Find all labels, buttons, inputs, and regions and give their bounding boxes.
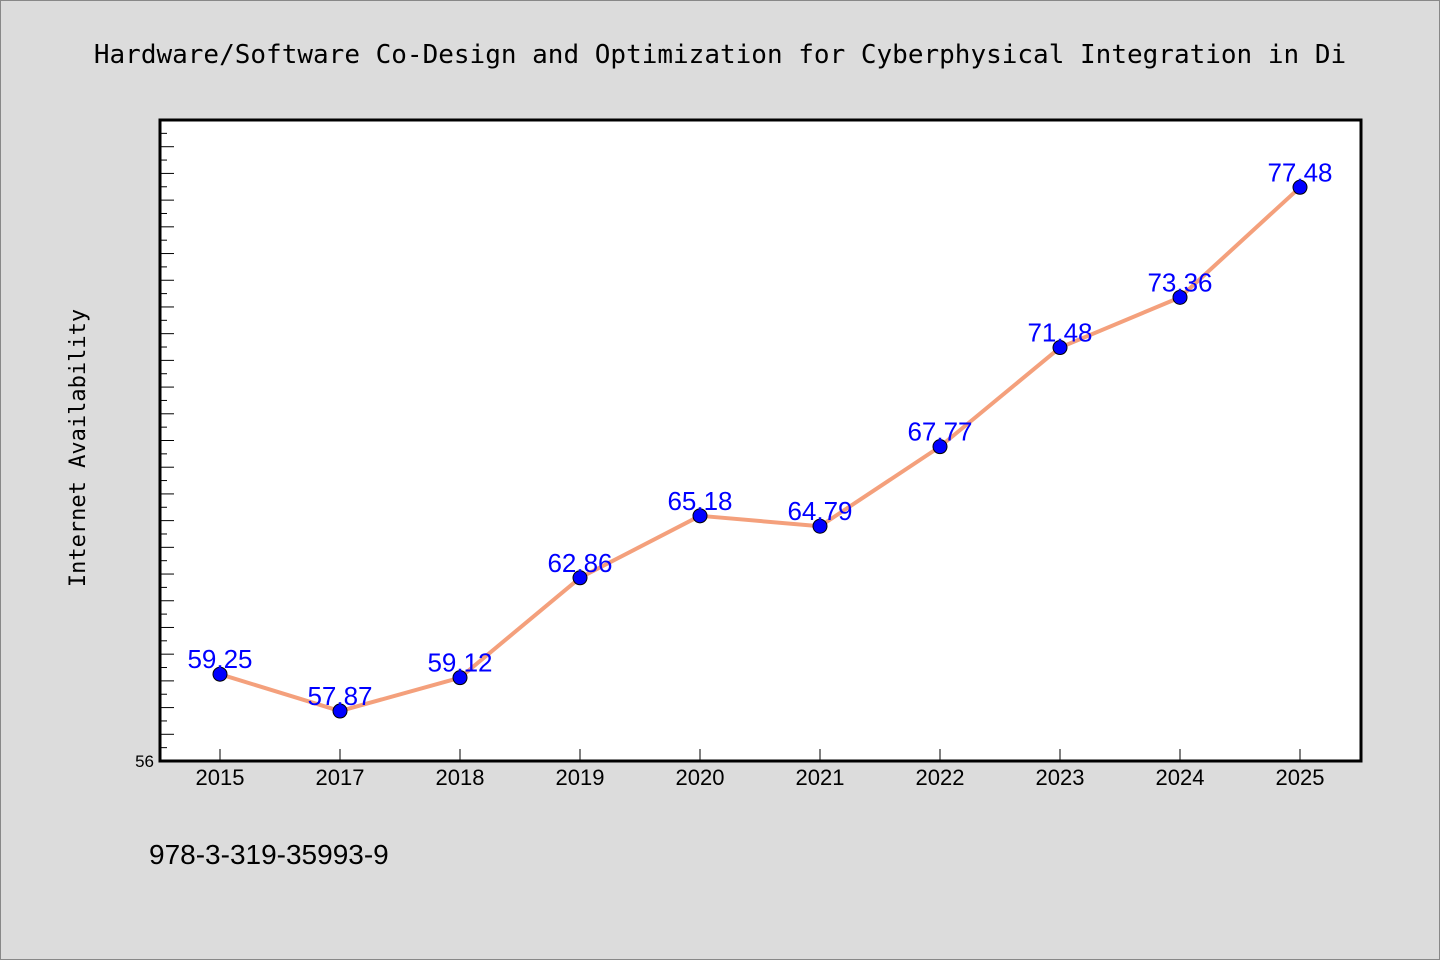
data-point — [572, 570, 588, 586]
series-line — [218, 185, 1302, 714]
data-label: 71.48 — [1027, 318, 1092, 348]
data-label: 64.79 — [787, 496, 852, 526]
data-point — [692, 508, 708, 524]
data-point — [1052, 340, 1068, 356]
data-label: 67.77 — [907, 417, 972, 447]
x-tick-label: 2021 — [796, 765, 845, 790]
data-label: 73.36 — [1147, 267, 1212, 297]
data-point — [1292, 179, 1308, 195]
data-point — [932, 439, 948, 455]
y-tick-label: 56 — [135, 752, 154, 771]
labels-layer: 59.25 57.87 59.12 62.86 65.18 64.79 67.77 71.48… — [187, 157, 1332, 711]
x-tick-label: 2017 — [316, 765, 365, 790]
y-axis-label: Internet Availability — [66, 309, 91, 587]
data-point — [332, 703, 348, 719]
data-point — [452, 670, 468, 686]
x-tick-label: 2023 — [1036, 765, 1085, 790]
plot-area — [158, 118, 1363, 763]
chart-title: Hardware/Software Co-Design and Optimiza… — [94, 40, 1346, 70]
data-label: 59.25 — [187, 644, 252, 674]
points-layer — [212, 179, 1308, 719]
x-tick-label: 2019 — [556, 765, 605, 790]
y-axis-ticks: 56 — [135, 119, 174, 771]
data-label: 59.12 — [427, 648, 492, 678]
data-point — [212, 666, 228, 682]
x-tick-label: 2018 — [436, 765, 485, 790]
x-tick-label: 2024 — [1156, 765, 1205, 790]
x-tick-label: 2015 — [196, 765, 245, 790]
x-tick-label: 2025 — [1276, 765, 1325, 790]
data-label: 77.48 — [1267, 157, 1332, 187]
data-point — [1172, 289, 1188, 305]
x-axis-ticks: 2015 2017 2018 2019 2020 2021 2022 2023 2024 2025 — [196, 749, 1325, 790]
footnote-isbn: 978-3-319-35993-9 — [149, 839, 389, 870]
x-tick-label: 2022 — [916, 765, 965, 790]
series-layer — [218, 185, 1302, 714]
data-label: 62.86 — [547, 548, 612, 578]
data-point — [812, 518, 828, 534]
data-label: 57.87 — [307, 681, 372, 711]
data-label: 65.18 — [667, 486, 732, 516]
x-tick-label: 2020 — [676, 765, 725, 790]
